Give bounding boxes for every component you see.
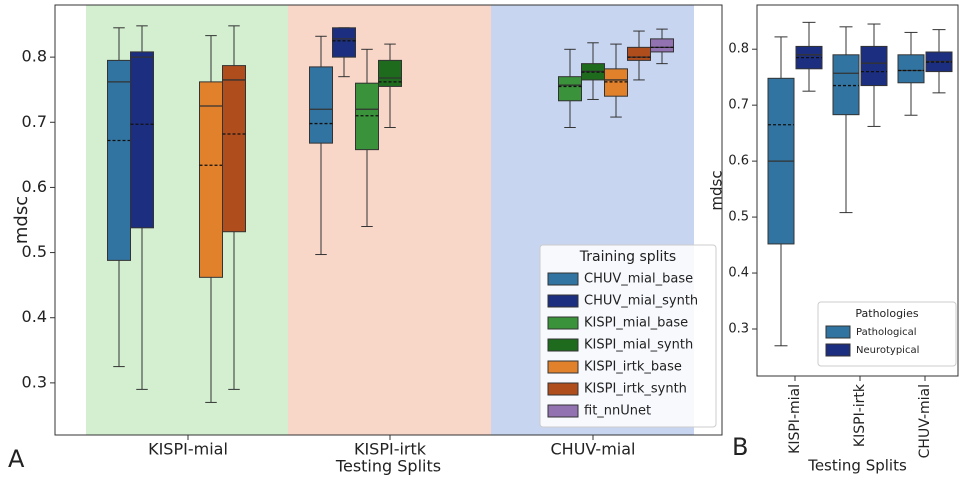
box-body [107, 59, 131, 261]
y-tick-label: 0.5 [728, 210, 749, 225]
box-body [222, 65, 246, 233]
y-tick-label: 0.8 [728, 42, 749, 57]
box [222, 25, 246, 390]
box-body [860, 45, 888, 87]
legend-label: CHUV_mial_base [584, 272, 693, 287]
box [627, 30, 651, 81]
legend-box [539, 244, 717, 428]
y-tick-label: 0.4 [728, 266, 749, 281]
y-tick-label: 0.5 [22, 242, 47, 261]
x-tick-label: KISPI-irtk [354, 440, 427, 459]
box-body [832, 54, 860, 116]
legend-label: Pathological [856, 327, 917, 338]
y-tick-label: 0.4 [22, 307, 47, 326]
legend-swatch [547, 294, 579, 308]
box-body [130, 51, 154, 229]
x-axis-label: Testing Splits [807, 457, 907, 475]
legend-title: Training splits [579, 249, 676, 265]
box-body [558, 76, 582, 102]
box [332, 27, 356, 78]
legend-label: CHUV_mial_synth [584, 294, 698, 309]
legend-label: Neurotypical [856, 345, 919, 356]
x-tick-label: CHUV-mial [917, 384, 933, 458]
y-tick-label: 0.3 [22, 372, 47, 391]
x-tick-label: CHUV-mial [551, 440, 636, 459]
box-body [650, 38, 674, 53]
legend-swatch [547, 272, 579, 286]
y-axis-label: mdsc [11, 196, 32, 244]
box [795, 21, 823, 92]
legend-swatch [547, 360, 579, 374]
box-body [199, 81, 223, 278]
box [604, 43, 628, 118]
box [581, 42, 605, 100]
legend-swatch [547, 338, 579, 352]
x-axis-label: Testing Splits [335, 457, 441, 476]
box [860, 23, 888, 127]
box [558, 48, 582, 128]
box [130, 25, 154, 390]
legend-label: KISPI_irtk_synth [584, 382, 687, 397]
box-body [627, 46, 651, 61]
y-axis-label: mdsc [708, 170, 726, 210]
box [355, 48, 379, 228]
x-tick-label: KISPI-mial [787, 384, 803, 454]
legend-label: fit_nnUnet [584, 404, 651, 419]
y-tick-label: 0.7 [22, 112, 47, 131]
box [767, 36, 795, 347]
y-tick-label: 0.7 [728, 98, 749, 113]
box-body [378, 59, 402, 87]
box [378, 43, 402, 128]
y-tick-label: 0.6 [22, 177, 47, 196]
box-body [604, 68, 628, 97]
legend-label: KISPI_mial_synth [584, 338, 693, 353]
panel-label: A [8, 445, 25, 473]
panel-label: B [732, 433, 748, 461]
legend-swatch [547, 316, 579, 330]
box [309, 35, 333, 256]
box-body [309, 66, 333, 144]
plot-frame [54, 4, 723, 436]
legend-label: KISPI_irtk_base [584, 360, 682, 375]
plot-frame [756, 4, 959, 377]
box [650, 28, 674, 65]
legend-title: Pathologies [855, 307, 918, 320]
legend-swatch [825, 325, 851, 339]
box-body [897, 54, 925, 84]
legend-box [817, 301, 957, 367]
box [897, 31, 925, 116]
box [832, 26, 860, 214]
y-tick-label: 0.3 [728, 321, 749, 336]
x-tick-label: KISPI-mial [148, 440, 228, 459]
box-body [332, 27, 356, 58]
legend-swatch [825, 343, 851, 357]
legend-label: KISPI_mial_base [584, 316, 688, 331]
box [925, 29, 953, 94]
x-tick-label: KISPI-irtk [852, 383, 868, 447]
box-body [355, 82, 379, 151]
legend-swatch [547, 382, 579, 396]
legend-swatch [547, 404, 579, 418]
y-tick-label: 0.6 [728, 154, 749, 169]
y-tick-label: 0.8 [22, 47, 47, 66]
